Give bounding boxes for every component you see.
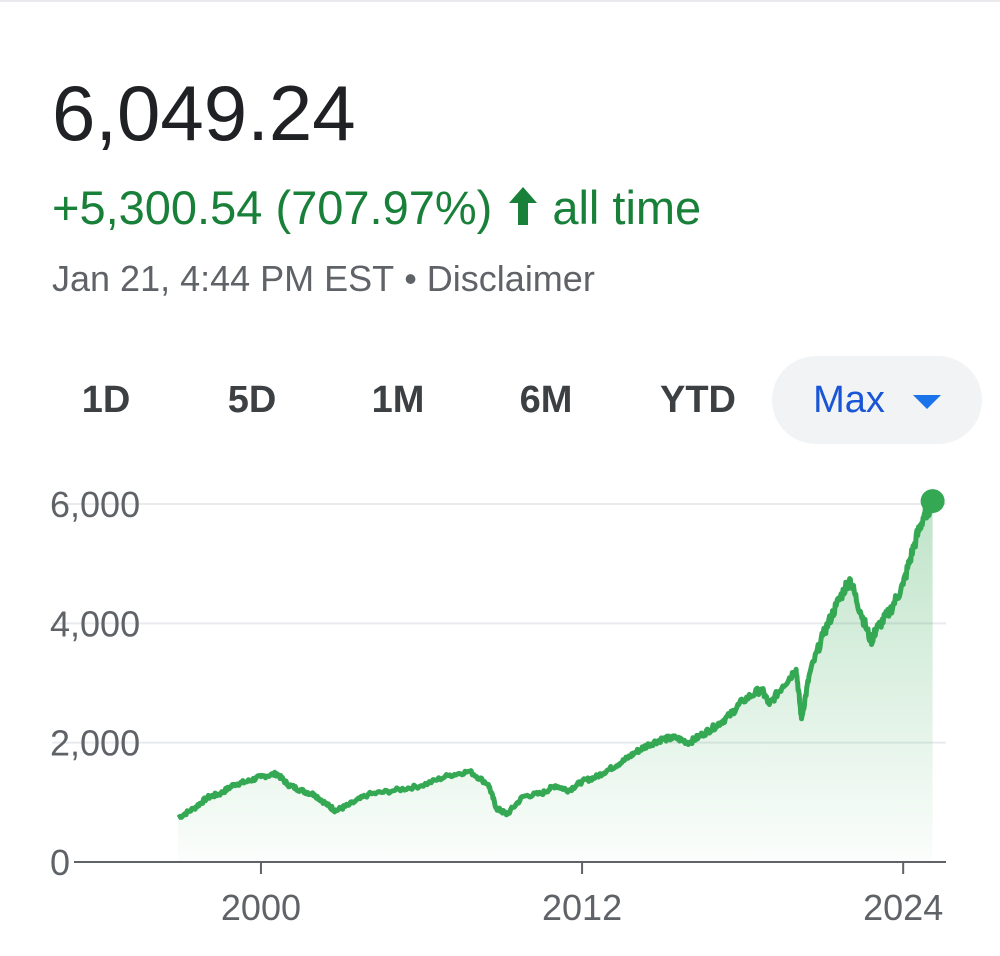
- price-area-fill: [178, 497, 933, 862]
- x-axis-labels: 2000 2012 2024: [221, 862, 943, 928]
- x-tick-label: 2000: [221, 887, 301, 928]
- range-tab-label: 1D: [81, 378, 131, 421]
- range-tab-1d[interactable]: 1D: [40, 356, 172, 444]
- range-tab-label: 6M: [519, 378, 573, 421]
- caret-down-icon[interactable]: [912, 395, 941, 409]
- y-tick-label: 0: [50, 842, 70, 883]
- range-tab-label: YTD: [660, 378, 736, 421]
- price-change-value: +5,300.54 (707.97%): [52, 180, 493, 234]
- x-tick-label: 2012: [542, 887, 622, 928]
- y-tick-label: 6,000: [50, 484, 140, 525]
- disclaimer-link[interactable]: Disclaimer: [426, 258, 595, 299]
- latest-price-marker[interactable]: [920, 489, 945, 514]
- range-tab-max[interactable]: Max: [772, 356, 982, 444]
- quote-meta: Jan 21, 4:44 PM EST • Disclaimer: [52, 256, 595, 302]
- price-change-period: all time: [552, 180, 702, 234]
- current-price: 6,049.24: [52, 69, 356, 157]
- arrow-up-icon: [509, 187, 538, 225]
- range-tab-ytd[interactable]: YTD: [626, 356, 770, 444]
- meta-separator: •: [404, 258, 417, 299]
- range-tab-5d[interactable]: 5D: [186, 356, 318, 444]
- range-tab-label: 5D: [227, 378, 277, 421]
- range-tab-1m[interactable]: 1M: [332, 356, 464, 444]
- top-divider: [0, 0, 1000, 2]
- price-chart: 0 2,000 4,000 6,000 2000 2012 2024: [50, 484, 946, 928]
- y-axis-labels: 0 2,000 4,000 6,000: [50, 484, 140, 883]
- x-tick-label: 2024: [863, 887, 943, 928]
- range-tab-6m[interactable]: 6M: [480, 356, 612, 444]
- quote-timestamp: Jan 21, 4:44 PM EST: [52, 258, 395, 299]
- price-change-row: +5,300.54 (707.97%) all time: [52, 178, 701, 236]
- y-tick-label: 4,000: [50, 603, 140, 644]
- price-line: [176, 495, 935, 820]
- range-tab-label: Max: [813, 378, 885, 421]
- y-tick-label: 2,000: [50, 723, 140, 764]
- range-selector: 1D 5D 1M 6M YTD Max: [40, 356, 982, 444]
- range-tab-label: 1M: [371, 378, 425, 421]
